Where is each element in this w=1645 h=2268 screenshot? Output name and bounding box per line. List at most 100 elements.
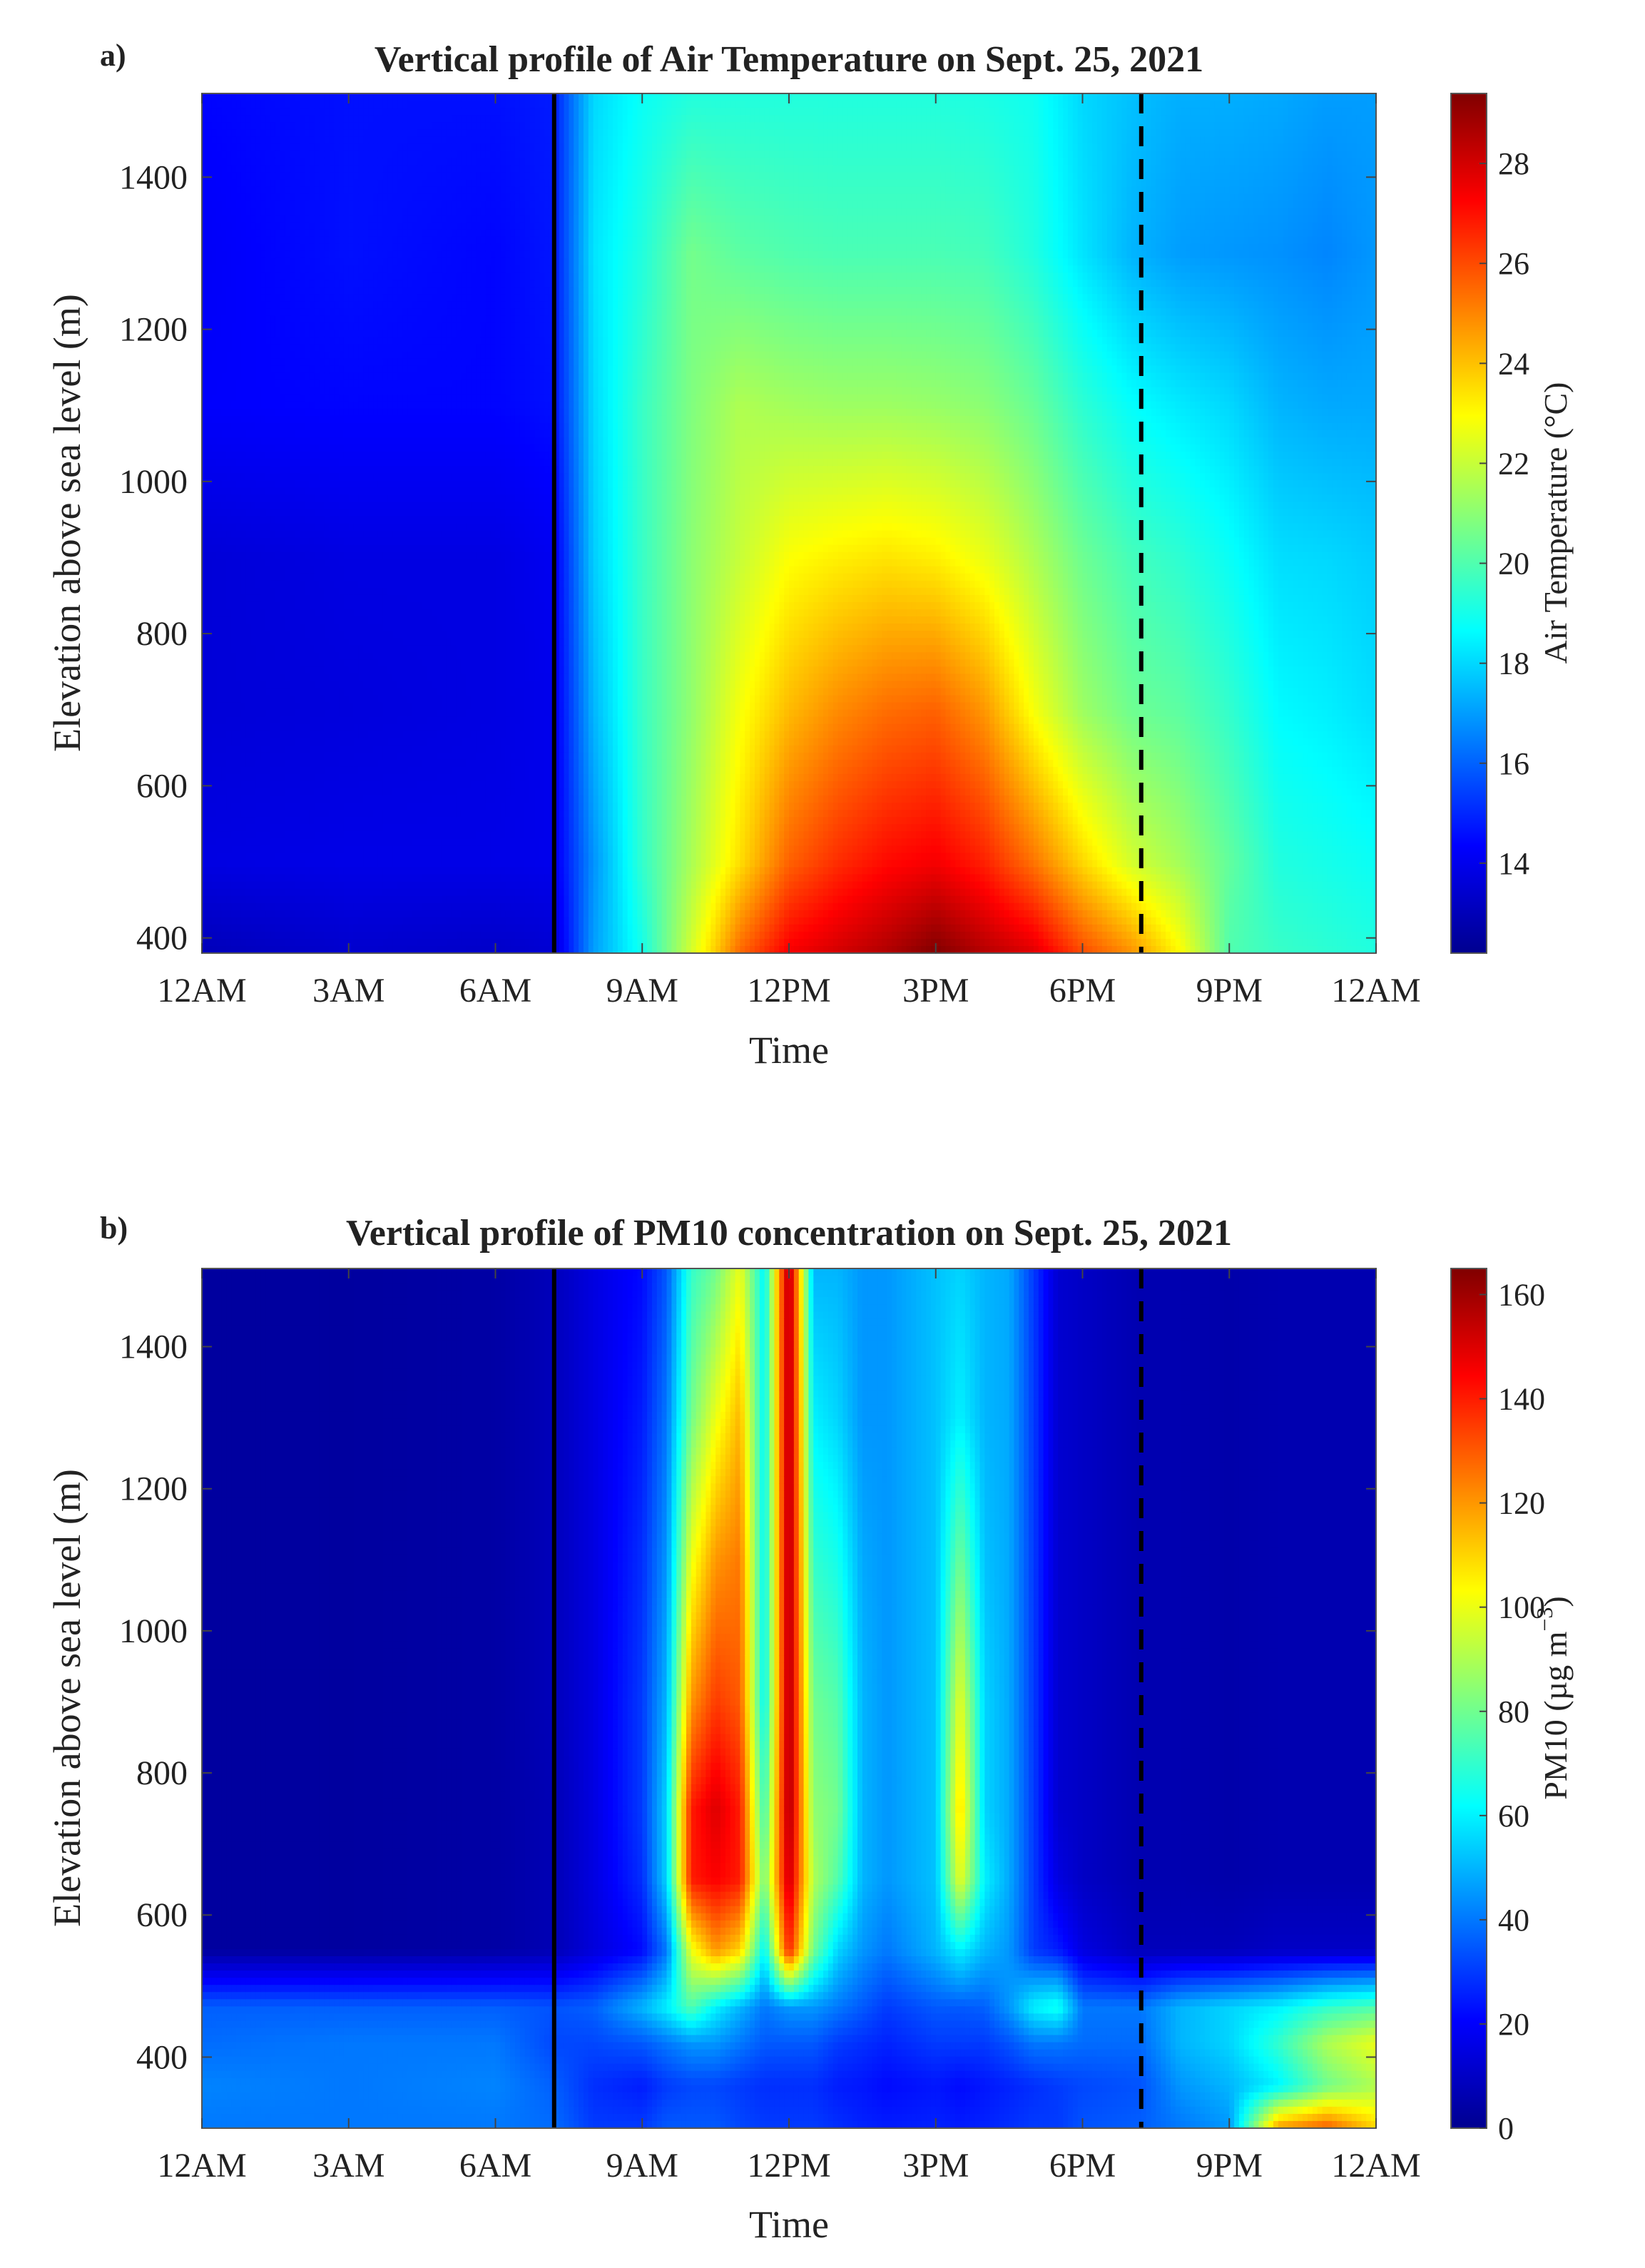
heatmap-cell	[226, 402, 231, 410]
heatmap-cell	[202, 158, 207, 166]
heatmap-cell	[212, 717, 217, 725]
heatmap-cell	[207, 122, 212, 130]
heatmap-cell	[246, 380, 251, 388]
heatmap-cell	[212, 609, 217, 617]
heatmap-cell	[221, 824, 226, 832]
heatmap-cell	[207, 143, 212, 151]
heatmap-cell	[212, 115, 217, 123]
heatmap-cell	[241, 760, 246, 768]
heatmap-cell	[207, 201, 212, 209]
heatmap-cell	[241, 359, 246, 367]
heatmap-cell	[202, 129, 207, 137]
heatmap-cell	[217, 187, 222, 195]
heatmap-cell	[212, 437, 217, 445]
heatmap-cell	[226, 437, 231, 445]
heatmap-cell	[207, 810, 212, 818]
heatmap-cell	[217, 688, 222, 696]
heatmap-cell	[231, 380, 236, 388]
heatmap-cell	[246, 681, 251, 688]
heatmap-cell	[246, 244, 251, 252]
heatmap-cell	[202, 838, 207, 846]
heatmap-cell	[246, 566, 251, 574]
heatmap-cell	[226, 868, 231, 875]
heatmap-cell	[246, 93, 251, 101]
heatmap-cell	[236, 566, 241, 574]
heatmap-cell	[241, 115, 246, 123]
heatmap-cell	[226, 545, 231, 553]
heatmap-cell	[207, 180, 212, 188]
heatmap-cell	[212, 480, 217, 488]
heatmap-cell	[207, 738, 212, 746]
heatmap-cell	[212, 910, 217, 918]
heatmap-cell	[231, 932, 236, 940]
heatmap-cell	[207, 237, 212, 245]
heatmap-cell	[241, 803, 246, 810]
heatmap-cell	[236, 308, 241, 316]
heatmap-cell	[236, 781, 241, 789]
heatmap-cell	[212, 280, 217, 288]
heatmap-cell	[217, 738, 222, 746]
heatmap-cell	[221, 459, 226, 467]
heatmap-cell	[231, 566, 236, 574]
heatmap-cell	[217, 566, 222, 574]
heatmap-cell	[221, 330, 226, 337]
heatmap-cell	[207, 803, 212, 810]
heatmap-cell	[212, 330, 217, 337]
heatmap-cell	[241, 731, 246, 739]
heatmap-cell	[221, 552, 226, 560]
heatmap-cell	[221, 509, 226, 517]
heatmap-cell	[241, 380, 246, 388]
heatmap-cell	[212, 688, 217, 696]
heatmap-cell	[241, 158, 246, 166]
heatmap-cell	[231, 387, 236, 395]
heatmap-cell	[221, 215, 226, 223]
heatmap-cell	[241, 574, 246, 581]
heatmap-cell	[231, 330, 236, 337]
heatmap-cell	[236, 831, 241, 839]
heatmap-cell	[236, 574, 241, 581]
heatmap-cell	[217, 681, 222, 688]
heatmap-cell	[246, 559, 251, 567]
heatmap-cell	[202, 760, 207, 768]
heatmap-cell	[221, 696, 226, 703]
heatmap-cell	[241, 831, 246, 839]
heatmap-cell	[221, 237, 226, 245]
heatmap-cell	[236, 538, 241, 546]
heatmap-cell	[246, 223, 251, 230]
heatmap-cell	[221, 308, 226, 316]
heatmap-cell	[217, 294, 222, 302]
heatmap-cell	[212, 860, 217, 868]
heatmap-cell	[221, 194, 226, 202]
heatmap-cell	[217, 402, 222, 410]
heatmap-cell	[207, 875, 212, 883]
heatmap-cell	[231, 659, 236, 667]
heatmap-cell	[241, 939, 246, 947]
heatmap-cell	[202, 380, 207, 388]
heatmap-cell	[221, 731, 226, 739]
heatmap-cell	[241, 473, 246, 481]
heatmap-cell	[221, 344, 226, 352]
heatmap-cell	[231, 774, 236, 782]
heatmap-cell	[226, 93, 231, 101]
heatmap-cell	[221, 516, 226, 524]
heatmap-cell	[231, 552, 236, 560]
heatmap-cell	[221, 416, 226, 424]
heatmap-cell	[207, 673, 212, 681]
heatmap-cell	[236, 437, 241, 445]
heatmap-cell	[207, 774, 212, 782]
heatmap-cell	[202, 538, 207, 546]
heatmap-cell	[231, 889, 236, 897]
heatmap-cell	[217, 666, 222, 674]
heatmap-cell	[226, 710, 231, 718]
heatmap-cell	[231, 638, 236, 646]
heatmap-cell	[231, 516, 236, 524]
heatmap-cell	[202, 724, 207, 732]
heatmap-cell	[226, 165, 231, 173]
heatmap-cell	[236, 917, 241, 925]
heatmap-cell	[202, 795, 207, 803]
heatmap-cell	[212, 559, 217, 567]
heatmap-cell	[226, 824, 231, 832]
heatmap-cell	[202, 688, 207, 696]
heatmap-cell	[246, 602, 251, 610]
heatmap-cell	[236, 760, 241, 768]
